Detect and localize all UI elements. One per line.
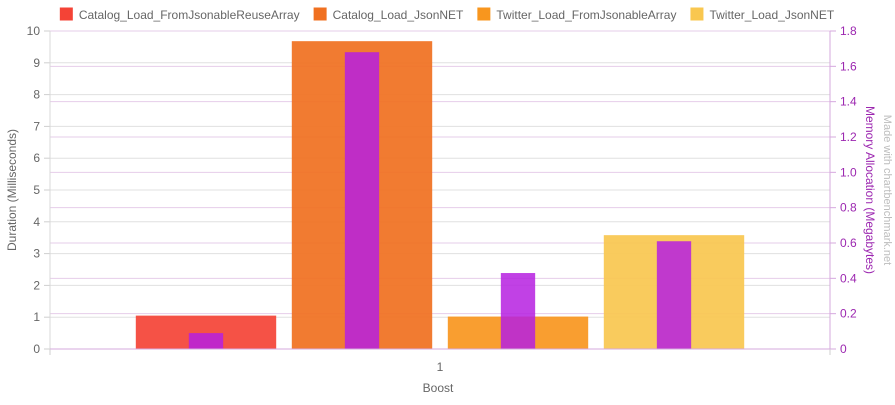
axes: 0 1 2 3 4 5 6 7 8 9 10 0 0.2 0.4 0.6 0.8 1.0 1.2 1.4 1.6 1.8… (27, 24, 857, 374)
legend-label: Twitter_Load_JsonNET (709, 8, 834, 22)
y-right-tick-label: 0.4 (840, 271, 857, 285)
x-tick-label: 1 (437, 360, 444, 374)
y-tick-label: 5 (33, 183, 40, 197)
y-tick-label: 6 (33, 151, 40, 165)
y-right-tick-label: 0.6 (840, 236, 857, 250)
memory-bar[interactable] (656, 241, 692, 349)
bars (135, 41, 745, 350)
y-right-tick-label: 1.4 (840, 95, 857, 109)
y-right-tick-label: 1.2 (840, 130, 857, 144)
legend-swatch (313, 7, 327, 21)
legend-label: Catalog_Load_JsonNET (333, 8, 464, 22)
legend-label: Catalog_Load_FromJsonableReuseArray (79, 8, 300, 22)
y-tick-label: 7 (33, 119, 40, 133)
legend-swatch (690, 7, 704, 21)
legend-swatch (59, 7, 73, 21)
legend-item[interactable]: Twitter_Load_JsonNET (690, 7, 835, 23)
y-right-tick-label: 1.0 (840, 165, 857, 179)
y-right-tick-label: 1.6 (840, 59, 857, 73)
y-tick-label: 0 (33, 342, 40, 356)
x-axis-title: Boost (423, 381, 454, 395)
y-tick-label: 2 (33, 278, 40, 292)
memory-bar[interactable] (344, 52, 380, 349)
y-right-tick-label: 0 (840, 342, 847, 356)
y-axis-right-title: Memory Allocation (Megabytes) (863, 106, 877, 274)
legend-label: Twitter_Load_FromJsonableArray (496, 8, 676, 22)
legend-item[interactable]: Catalog_Load_JsonNET (313, 7, 464, 23)
y-axis-title: Duration (Milliseconds) (5, 129, 19, 251)
y-tick-label: 1 (33, 310, 40, 324)
y-tick-label: 4 (33, 215, 40, 229)
memory-bar[interactable] (500, 273, 536, 349)
legend-swatch (477, 7, 491, 21)
legend-item[interactable]: Twitter_Load_FromJsonableArray (477, 7, 676, 23)
y-tick-label: 9 (33, 56, 40, 70)
y-tick-label: 3 (33, 247, 40, 261)
legend-item[interactable]: Catalog_Load_FromJsonableReuseArray (59, 7, 300, 23)
y-tick-label: 8 (33, 88, 40, 102)
y-right-tick-label: 1.8 (840, 24, 857, 38)
y-right-tick-label: 0.8 (840, 201, 857, 215)
legend[interactable]: Catalog_Load_FromJsonableReuseArray Catal… (59, 7, 835, 23)
y-right-tick-label: 0.2 (840, 307, 857, 321)
y-tick-label: 10 (27, 24, 41, 38)
watermark-text: Made with chartbenchmark.net (881, 115, 893, 265)
memory-bar[interactable] (188, 333, 224, 349)
